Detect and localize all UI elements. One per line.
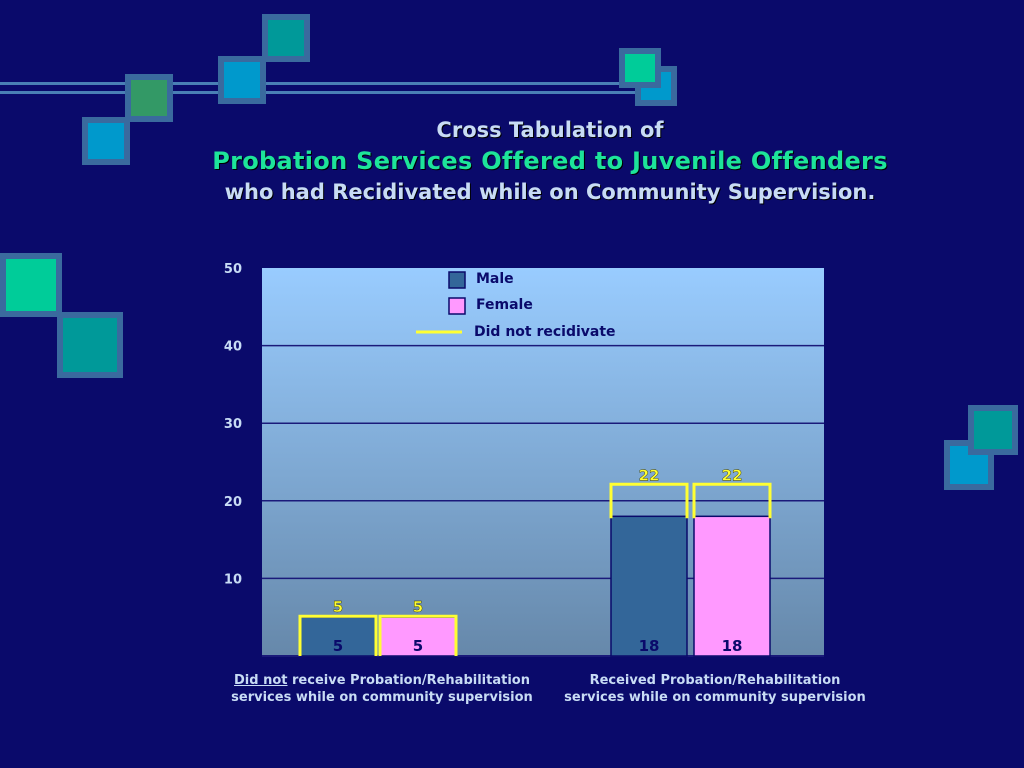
category-label-1-line2: services while on community supervision	[564, 690, 866, 705]
y-tick-label: 20	[224, 495, 242, 510]
decorative-line-bottom	[0, 91, 650, 94]
decorative-square	[218, 56, 266, 104]
decorative-square	[82, 117, 130, 165]
decorative-square	[57, 312, 123, 378]
legend-label-did-not-recidivate: Did not recidivate	[474, 324, 616, 340]
decorative-line-top	[0, 82, 650, 85]
decorative-square	[968, 405, 1018, 455]
did-not-recidivate-label: 5	[333, 598, 343, 616]
bar-value-label: 5	[413, 637, 423, 655]
category-label-0-emph: Did not	[234, 673, 288, 688]
decorative-square	[262, 14, 310, 62]
y-tick-label: 10	[224, 572, 242, 587]
bar-value-label: 18	[722, 637, 743, 655]
bar-male-1	[610, 515, 688, 657]
title-line-3: who had Recidivated while on Community S…	[224, 180, 876, 204]
did-not-recidivate-label: 5	[413, 598, 423, 616]
y-tick-label: 40	[224, 340, 242, 355]
did-not-recidivate-bracket	[692, 482, 772, 519]
y-tick-label: 50	[224, 262, 242, 277]
did-not-recidivate-bracket	[378, 614, 458, 656]
category-label-0: Did not receive Probation/Rehabilitation…	[222, 672, 542, 706]
decorative-square	[125, 74, 173, 122]
did-not-recidivate-label: 22	[639, 466, 660, 484]
title-line-2: Probation Services Offered to Juvenile O…	[212, 147, 888, 175]
category-label-0-rest: receive Probation/Rehabilitation	[287, 673, 530, 688]
bar-value-label: 5	[333, 637, 343, 655]
bar-female-1	[693, 515, 771, 657]
legend-label-male: Male	[476, 271, 514, 287]
did-not-recidivate-bracket	[298, 614, 378, 656]
legend-label-female: Female	[476, 297, 533, 313]
category-label-1: Received Probation/Rehabilitation servic…	[555, 672, 875, 706]
y-tick-label: 30	[224, 417, 242, 432]
title-line-1: Cross Tabulation of	[436, 118, 664, 142]
decorative-square	[0, 253, 62, 317]
decorative-square	[619, 48, 661, 88]
legend-swatch-male	[448, 271, 466, 289]
did-not-recidivate-label: 22	[722, 466, 743, 484]
category-label-0-line2: services while on community supervision	[231, 690, 533, 705]
legend-swatch-female	[448, 297, 466, 315]
bar-value-label: 18	[639, 637, 660, 655]
category-label-1-rest: Received Probation/Rehabilitation	[589, 673, 841, 688]
did-not-recidivate-bracket	[609, 482, 689, 519]
